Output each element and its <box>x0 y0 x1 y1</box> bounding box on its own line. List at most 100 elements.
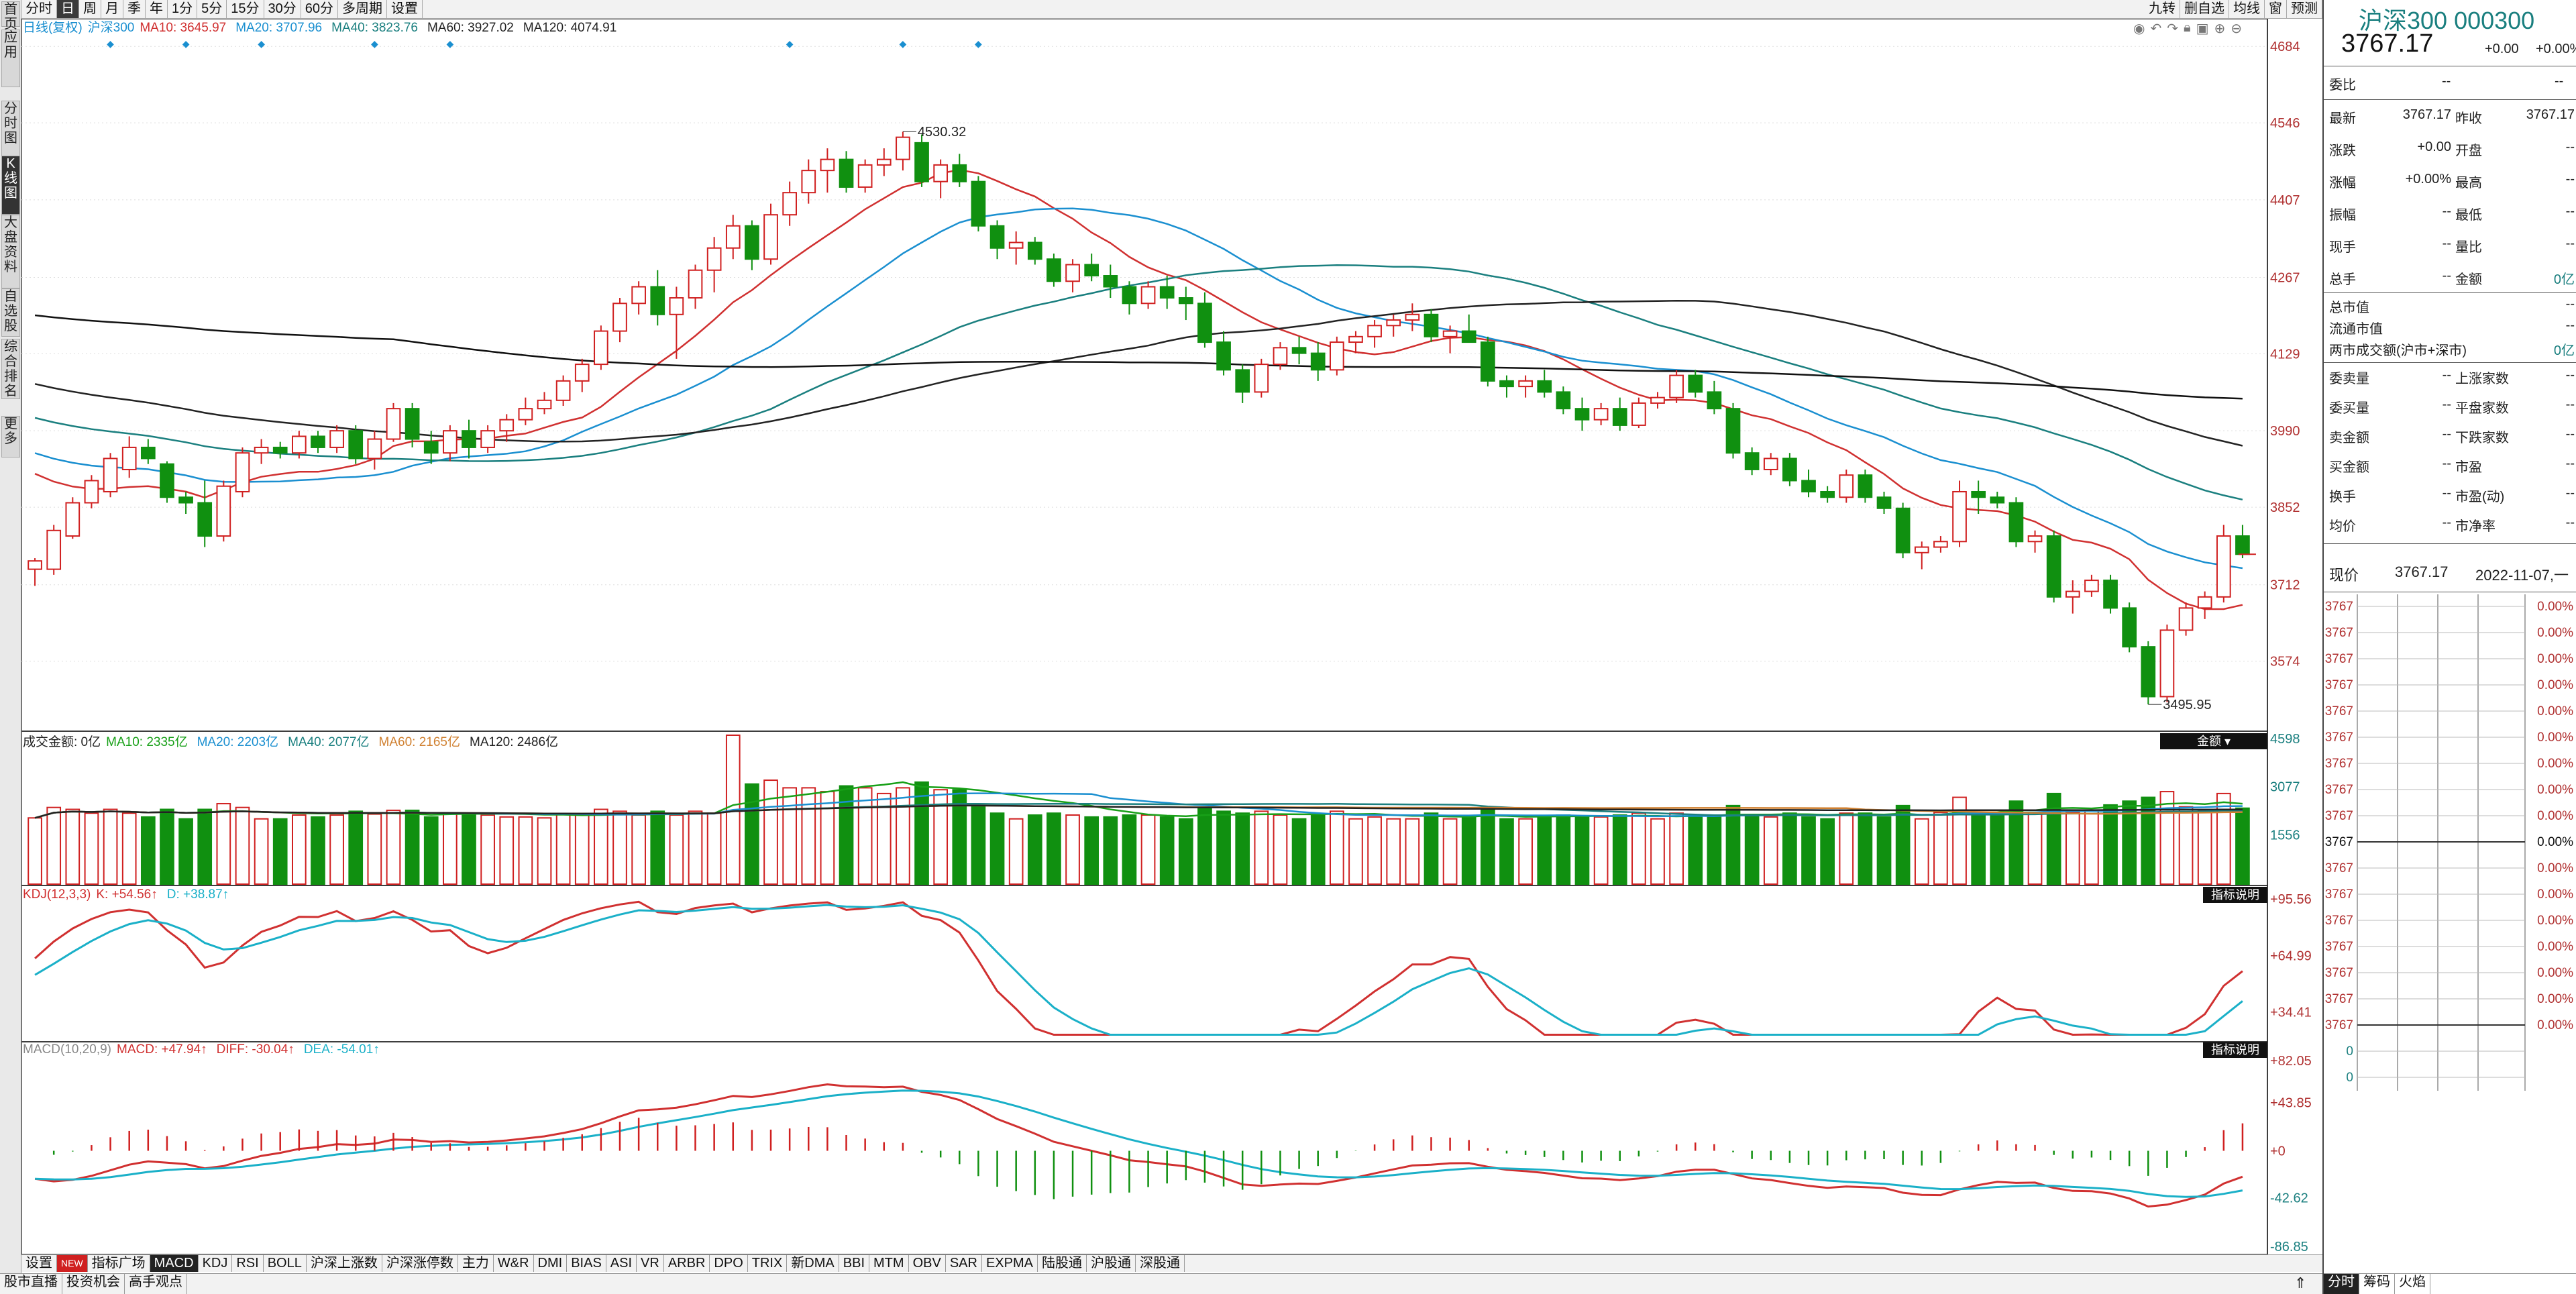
period-tab-10[interactable]: 60分 <box>301 0 338 18</box>
candle[interactable] <box>518 397 533 425</box>
candle[interactable] <box>1669 370 1684 403</box>
candle[interactable] <box>2216 525 2231 603</box>
candle[interactable] <box>555 375 571 407</box>
candle[interactable] <box>1895 502 1911 559</box>
candle[interactable] <box>291 431 307 459</box>
period-tab-7[interactable]: 5分 <box>197 0 227 18</box>
candle[interactable] <box>1178 286 1193 321</box>
candle[interactable] <box>1707 380 1722 415</box>
candle[interactable] <box>1801 469 1816 498</box>
candle[interactable] <box>348 425 364 464</box>
candle[interactable] <box>1990 491 2005 508</box>
candle[interactable] <box>2027 530 2043 553</box>
candle[interactable] <box>1254 358 1269 398</box>
candle[interactable] <box>2084 574 2099 597</box>
candle[interactable] <box>1744 447 1760 476</box>
bottom-tab-2[interactable]: 高手观点 <box>125 1274 187 1294</box>
bottom-tab-1[interactable]: 投资机会 <box>62 1274 125 1294</box>
candle[interactable] <box>1971 480 1986 515</box>
indicator-tab-25[interactable]: 沪股通 <box>1087 1255 1136 1272</box>
indicator-tab-15[interactable]: ARBR <box>664 1255 710 1272</box>
candle[interactable] <box>1405 303 1420 331</box>
volume-type-dropdown[interactable]: 金额 ▾ <box>2160 733 2267 749</box>
indicator-tab-23[interactable]: EXPMA <box>982 1255 1038 1272</box>
candle[interactable] <box>235 447 250 498</box>
candle[interactable] <box>876 148 892 176</box>
candle[interactable] <box>84 475 99 508</box>
candle[interactable] <box>1725 402 1741 459</box>
candle[interactable] <box>1442 325 1458 354</box>
kdj-help-badge[interactable]: 指标说明 <box>2203 887 2267 903</box>
candle[interactable] <box>1140 281 1156 309</box>
macd-help-badge[interactable]: 指标说明 <box>2203 1042 2267 1058</box>
candle[interactable] <box>1046 253 1061 287</box>
indicator-tab-17[interactable]: TRIX <box>748 1255 788 1272</box>
top-right-tab-1[interactable]: 删自选 <box>2180 0 2229 18</box>
candle[interactable] <box>1159 276 1175 309</box>
indicator-tab-2[interactable]: 指标广场 <box>88 1255 150 1272</box>
candle[interactable] <box>1631 397 1646 429</box>
candle[interactable] <box>2046 530 2061 603</box>
candle[interactable] <box>443 425 458 462</box>
candle[interactable] <box>857 159 873 193</box>
top-right-tab-0[interactable]: 九转 <box>2145 0 2180 18</box>
candle[interactable] <box>1537 370 1552 398</box>
indicator-tab-14[interactable]: VR <box>637 1255 664 1272</box>
candle[interactable] <box>1481 336 1495 387</box>
candle[interactable] <box>1310 342 1326 381</box>
candle[interactable] <box>2178 602 2194 636</box>
candle[interactable] <box>1216 331 1231 376</box>
period-tab-0[interactable]: 分时 <box>21 0 57 18</box>
candle[interactable] <box>1367 320 1382 348</box>
indicator-tab-0[interactable]: 设置 <box>21 1255 57 1272</box>
left-nav-item-6[interactable]: 综合排名 <box>1 339 20 399</box>
top-right-tab-3[interactable]: 窗 <box>2265 0 2287 18</box>
indicator-tab-8[interactable]: 沪深涨停数 <box>382 1255 458 1272</box>
candle[interactable] <box>1933 536 1948 553</box>
indicator-tab-18[interactable]: 新DMA <box>787 1255 839 1272</box>
indicator-tab-11[interactable]: DMI <box>534 1255 568 1272</box>
zoom-out-icon[interactable]: ⊖ <box>2231 21 2243 36</box>
candle[interactable] <box>480 425 495 453</box>
candle[interactable] <box>1291 336 1307 365</box>
candle[interactable] <box>933 159 949 199</box>
candle[interactable] <box>2197 591 2212 619</box>
candle[interactable] <box>914 134 929 187</box>
candle[interactable] <box>612 298 627 343</box>
period-tab-2[interactable]: 周 <box>79 0 101 18</box>
candle[interactable] <box>2122 602 2137 653</box>
candle[interactable] <box>2141 641 2156 705</box>
candle[interactable] <box>1688 370 1703 398</box>
quote-bottom-tab-1[interactable]: 筹码 <box>2359 1274 2395 1294</box>
candle[interactable] <box>1593 402 1609 425</box>
indicator-tab-4[interactable]: KDJ <box>199 1255 233 1272</box>
candle[interactable] <box>1952 480 1967 547</box>
candle[interactable] <box>706 237 722 292</box>
indicator-tab-16[interactable]: DPO <box>710 1255 748 1272</box>
candle[interactable] <box>971 176 986 231</box>
lock-icon[interactable]: 🔒︎ <box>2183 20 2191 35</box>
candle[interactable] <box>329 425 344 453</box>
candle[interactable] <box>1763 453 1778 476</box>
candle[interactable] <box>820 148 835 193</box>
quote-bottom-tab-0[interactable]: 分时 <box>2324 1274 2359 1294</box>
left-nav-item-0[interactable]: 首页 <box>1 1 20 32</box>
candle[interactable] <box>763 203 778 265</box>
undo-icon[interactable]: ↶ <box>2150 21 2162 36</box>
indicator-tab-3[interactable]: MACD <box>150 1255 199 1272</box>
indicator-tab-9[interactable]: 主力 <box>458 1255 494 1272</box>
candle[interactable] <box>1574 397 1590 431</box>
candle[interactable] <box>65 497 80 539</box>
indicator-tab-10[interactable]: W&R <box>494 1255 534 1272</box>
kline-chart[interactable]: 4684 4546 4407 4267 4129 3990 3852 3712 3574 4530… <box>21 19 2322 1265</box>
candle[interactable] <box>462 419 476 459</box>
left-nav-item-1[interactable]: 应用 <box>1 30 20 87</box>
candle[interactable] <box>423 431 439 464</box>
candle[interactable] <box>160 461 174 503</box>
candle[interactable] <box>103 453 118 498</box>
candle[interactable] <box>574 358 590 392</box>
indicator-tab-6[interactable]: BOLL <box>264 1255 307 1272</box>
top-right-tab-4[interactable]: 预测 <box>2287 0 2322 18</box>
period-tab-4[interactable]: 季 <box>123 0 146 18</box>
candle[interactable] <box>688 264 703 309</box>
